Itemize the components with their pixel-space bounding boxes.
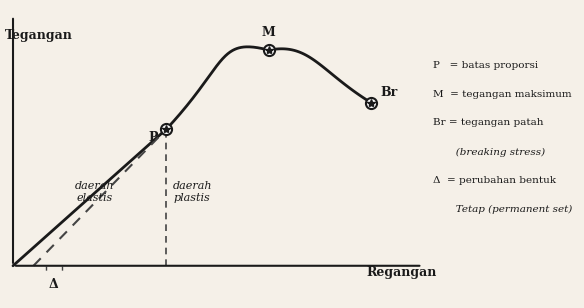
Text: Br: Br [380, 86, 398, 99]
Text: (breaking stress): (breaking stress) [433, 148, 545, 156]
Text: Tetap (permanent set): Tetap (permanent set) [433, 205, 572, 214]
Text: P   = batas proporsi: P = batas proporsi [433, 61, 538, 70]
Text: daerah
elastis: daerah elastis [75, 181, 114, 203]
Text: Tegangan: Tegangan [5, 29, 73, 42]
Text: Br = tegangan patah: Br = tegangan patah [433, 119, 543, 128]
Text: Δ: Δ [49, 278, 59, 291]
Text: M: M [261, 26, 275, 38]
Text: P: P [148, 131, 158, 144]
Text: Regangan: Regangan [367, 266, 437, 279]
Text: Δ  = perubahan bentuk: Δ = perubahan bentuk [433, 176, 555, 185]
Text: daerah
plastis: daerah plastis [172, 181, 212, 203]
Text: M  = tegangan maksimum: M = tegangan maksimum [433, 90, 571, 99]
